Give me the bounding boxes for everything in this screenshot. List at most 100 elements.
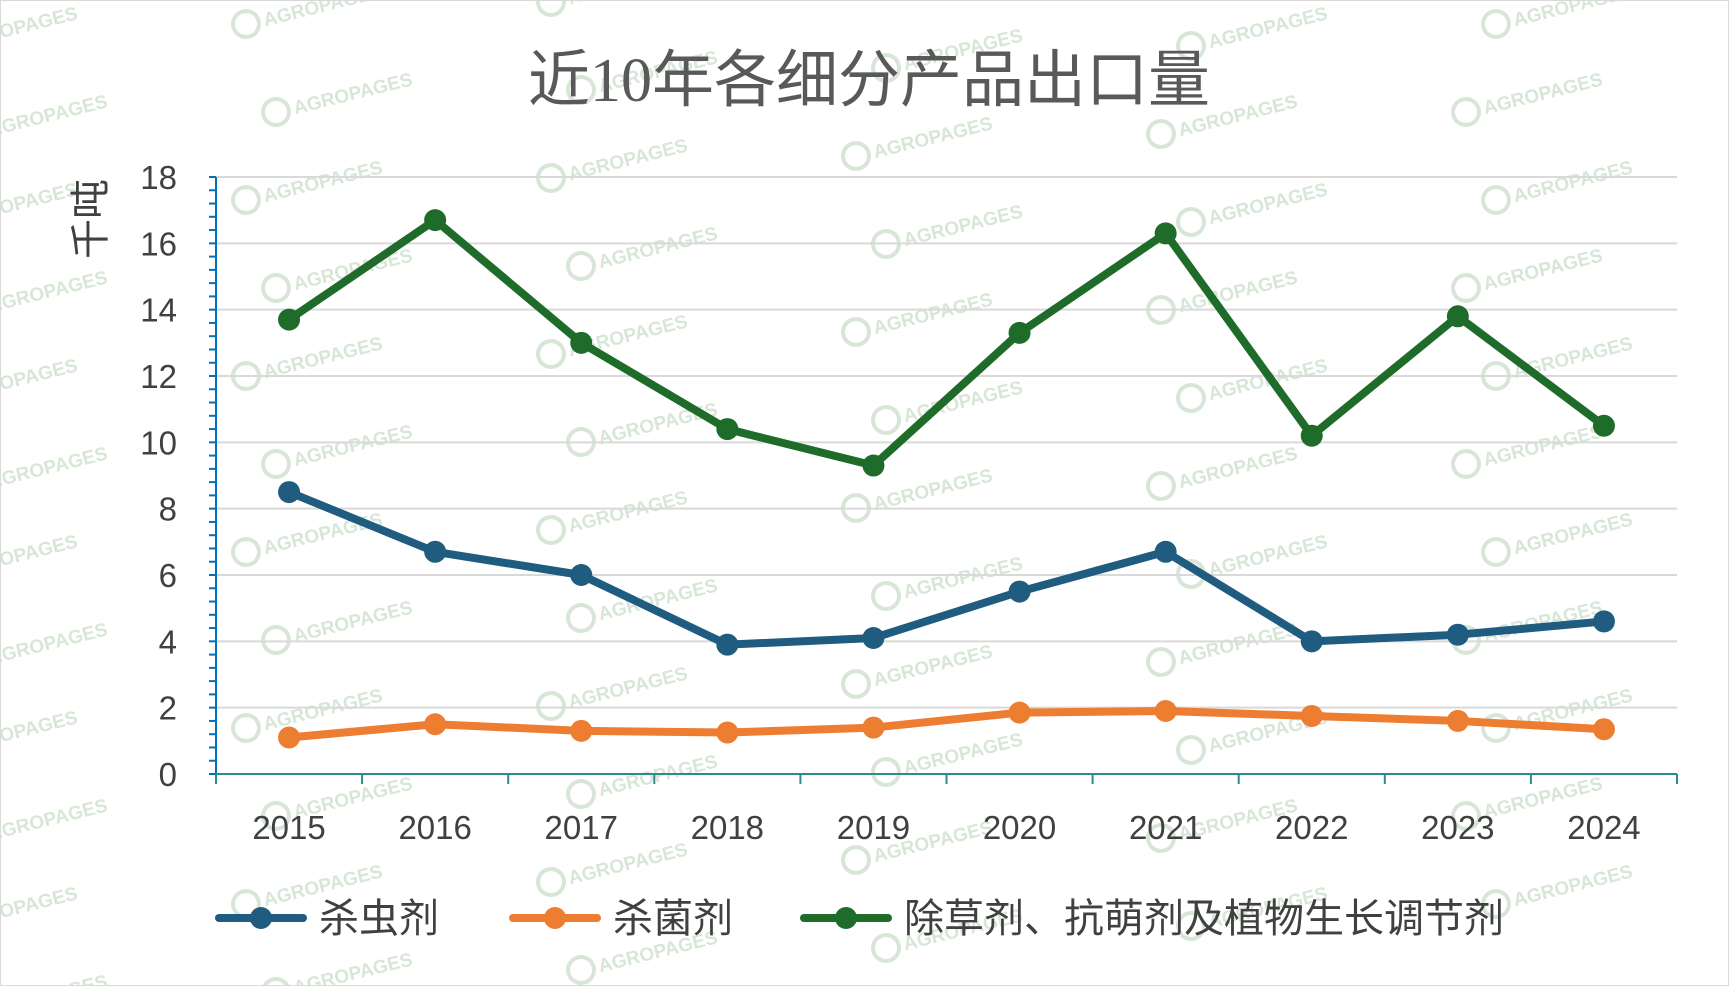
- watermark-logo-icon: [871, 581, 901, 611]
- x-tick-label-2023: 2023: [1421, 809, 1494, 846]
- watermark-text: AGROPAGES: [291, 421, 415, 471]
- watermark-logo-icon: [1176, 207, 1206, 237]
- watermark-36: AGROPAGES: [261, 421, 415, 479]
- watermark-25: AGROPAGES: [1176, 179, 1330, 237]
- watermark-logo-icon: [841, 141, 871, 171]
- legend-item-1: 杀菌剂: [509, 896, 733, 942]
- watermark-78: AGROPAGES: [261, 949, 415, 990]
- data-point-0-2022: [1300, 630, 1323, 653]
- watermark-logo-icon: [566, 251, 596, 281]
- watermark-text: AGROPAGES: [261, 157, 385, 207]
- watermark-29: AGROPAGES: [231, 333, 385, 391]
- watermark-text: AGROPAGES: [261, 1, 385, 31]
- watermark-66: AGROPAGES: [871, 729, 1025, 787]
- watermark-text: AGROPAGES: [291, 597, 415, 647]
- watermark-16: AGROPAGES: [536, 135, 690, 193]
- legend-label-1: 杀菌剂: [613, 896, 733, 942]
- series-line-0: [285, 488, 1608, 649]
- legend: 杀虫剂 杀菌剂 除草剂、抗萌剂及植物生长调节剂: [215, 896, 1504, 942]
- watermark-text: AGROPAGES: [1, 795, 110, 845]
- watermark-15: AGROPAGES: [231, 157, 385, 215]
- watermark-text: AGROPAGES: [566, 839, 690, 889]
- data-point-2-2022: [1300, 424, 1323, 447]
- watermark-logo-icon: [536, 0, 566, 17]
- watermark-text: AGROPAGES: [1, 267, 110, 317]
- watermark-text: AGROPAGES: [291, 949, 415, 985]
- y-tick-label-10: 10: [140, 424, 177, 461]
- watermark-logo-icon: [1451, 801, 1481, 831]
- watermark-logo-icon: [231, 537, 261, 567]
- watermark-logo-icon: [536, 163, 566, 193]
- watermark-77: AGROPAGES: [0, 971, 110, 990]
- data-point-0-2023: [1446, 623, 1469, 646]
- watermark-logo-icon: [1176, 735, 1206, 765]
- data-point-1-2020: [1008, 701, 1031, 724]
- watermark-logo-icon: [536, 867, 566, 897]
- watermark-logo-icon: [261, 625, 291, 655]
- watermark-text: AGROPAGES: [1, 3, 80, 53]
- watermark-text: AGROPAGES: [871, 289, 995, 339]
- watermark-logo-icon: [536, 691, 566, 721]
- watermark-logo-icon: [871, 53, 901, 83]
- watermark-text: AGROPAGES: [596, 223, 720, 273]
- watermark-logo-icon: [261, 273, 291, 303]
- watermark-text: AGROPAGES: [1, 883, 80, 933]
- watermark-logo-icon: [566, 427, 596, 457]
- x-tick-label-2015: 2015: [252, 809, 325, 846]
- data-point-2-2017: [570, 331, 593, 354]
- watermark-31: AGROPAGES: [841, 289, 995, 347]
- watermark-65: AGROPAGES: [566, 751, 720, 809]
- data-point-0-2021: [1154, 540, 1177, 563]
- watermark-text: AGROPAGES: [566, 487, 690, 537]
- watermark-44: AGROPAGES: [536, 487, 690, 545]
- watermark-logo-icon: [1481, 537, 1511, 567]
- watermark-logo-icon: [1146, 119, 1176, 149]
- watermark-logo-icon: [871, 229, 901, 259]
- watermark-logo-icon: [1481, 361, 1511, 391]
- watermark-21: AGROPAGES: [0, 267, 110, 317]
- watermark-logo-icon: [1481, 713, 1511, 743]
- watermark-28: AGROPAGES: [0, 355, 80, 405]
- watermark-text: AGROPAGES: [1481, 421, 1605, 471]
- data-point-0-2019: [862, 627, 885, 650]
- data-point-2-2016: [424, 209, 447, 232]
- y-tick-label-8: 8: [159, 491, 177, 528]
- watermark-text: AGROPAGES: [1176, 443, 1300, 493]
- series-2: [278, 209, 1615, 477]
- watermark-53: AGROPAGES: [1176, 531, 1330, 589]
- legend-swatch-marker-2: [835, 907, 857, 929]
- watermark-logo-icon: [566, 955, 596, 985]
- watermark-text: AGROPAGES: [1, 91, 110, 141]
- x-tick-label-2024: 2024: [1567, 809, 1640, 846]
- watermark-text: AGROPAGES: [1511, 157, 1635, 207]
- watermark-text: AGROPAGES: [1206, 531, 1330, 581]
- watermark-59: AGROPAGES: [841, 641, 995, 699]
- y-tick-label-4: 4: [159, 623, 177, 660]
- watermark-58: AGROPAGES: [536, 663, 690, 721]
- watermark-text: AGROPAGES: [291, 69, 415, 119]
- watermark-text: AGROPAGES: [261, 509, 385, 559]
- y-tick-label-14: 14: [140, 292, 177, 329]
- x-tick-label-2017: 2017: [545, 809, 618, 846]
- watermark-8: AGROPAGES: [261, 69, 415, 127]
- watermark-logo-icon: [1451, 449, 1481, 479]
- data-point-2-2018: [716, 418, 739, 441]
- watermark-text: AGROPAGES: [566, 663, 690, 713]
- legend-label-0: 杀虫剂: [319, 896, 439, 942]
- watermark-35: AGROPAGES: [0, 443, 110, 493]
- watermark-logo-icon: [1176, 383, 1206, 413]
- data-point-1-2021: [1154, 699, 1177, 722]
- data-point-1-2024: [1592, 718, 1615, 741]
- watermark-logo-icon: [841, 669, 871, 699]
- watermark-logo-icon: [566, 603, 596, 633]
- data-point-0-2018: [716, 633, 739, 656]
- watermark-logo-icon: [261, 97, 291, 127]
- data-point-2-2015: [278, 308, 301, 331]
- watermark-logo-icon: [1481, 889, 1511, 919]
- watermark-text: AGROPAGES: [1, 355, 80, 405]
- watermark-logo-icon: [536, 339, 566, 369]
- watermark-text: AGROPAGES: [1206, 3, 1330, 53]
- watermark-23: AGROPAGES: [566, 223, 720, 281]
- watermark-text: AGROPAGES: [871, 113, 995, 163]
